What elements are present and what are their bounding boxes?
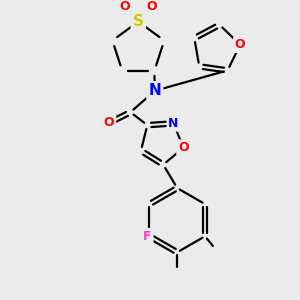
Text: O: O	[235, 38, 245, 51]
Text: N: N	[148, 83, 161, 98]
Text: O: O	[147, 0, 157, 13]
Text: S: S	[133, 14, 144, 29]
Text: O: O	[119, 0, 130, 13]
Text: F: F	[143, 230, 152, 243]
Text: N: N	[168, 117, 179, 130]
Text: O: O	[104, 116, 114, 129]
Text: O: O	[178, 141, 189, 154]
